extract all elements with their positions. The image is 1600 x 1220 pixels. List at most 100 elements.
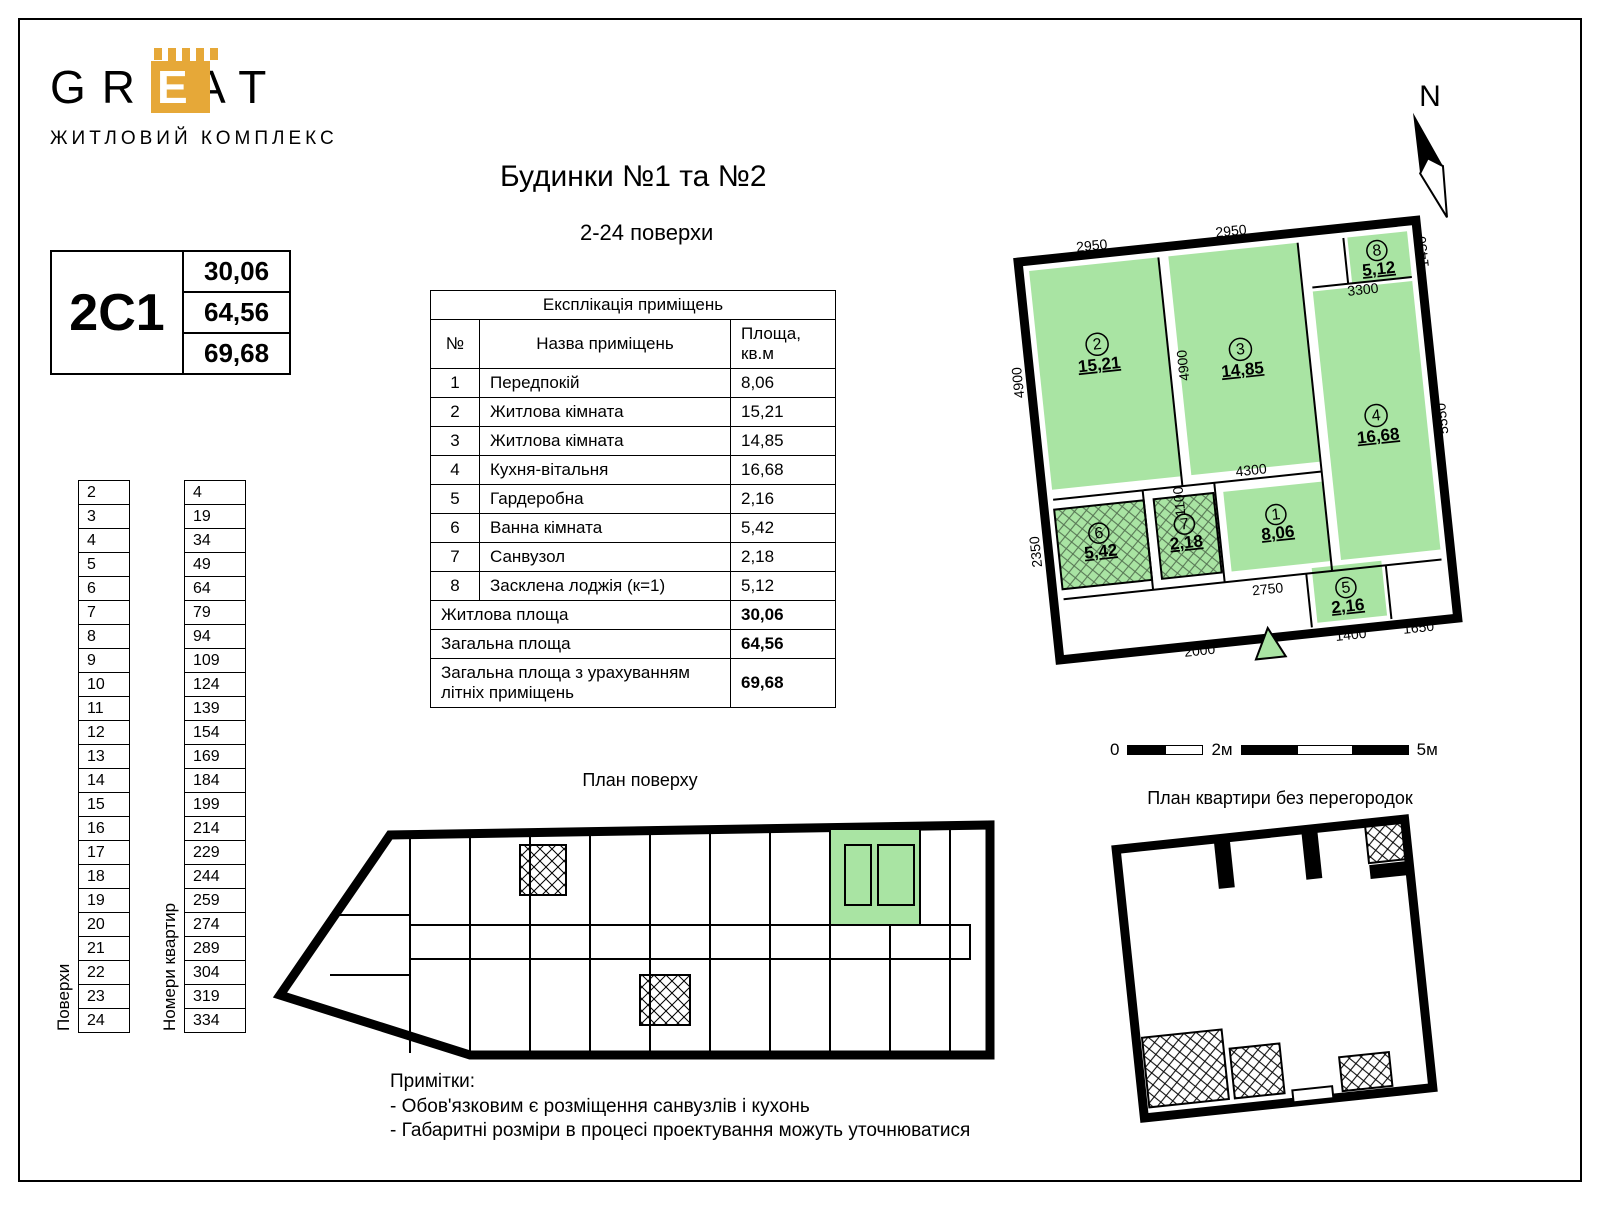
table-row: 274 [185, 913, 246, 937]
table-row: 49 [185, 553, 246, 577]
svg-text:2750: 2750 [1251, 579, 1284, 598]
logo-subtitle: ЖИТЛОВИЙ КОМПЛЕКС [50, 128, 338, 150]
table-row: 11 [79, 697, 130, 721]
table-row: 289 [185, 937, 246, 961]
floor-apartment-tables: Поверхи 23456789101112131415161718192021… [50, 480, 266, 1033]
logo-word: GREAT [50, 60, 338, 114]
svg-text:4: 4 [1371, 407, 1382, 425]
table-row: 18 [79, 865, 130, 889]
table-row: 184 [185, 769, 246, 793]
apartment-plan-colored: 2 15,21 3 14,85 4 16,68 8 5,12 [980, 200, 1500, 725]
area-total: 64,56 [184, 293, 289, 334]
svg-text:3: 3 [1235, 341, 1246, 359]
col-area: Площа, кв.м [731, 320, 836, 369]
table-row: 4 [185, 481, 246, 505]
svg-text:2: 2 [1092, 336, 1103, 354]
svg-text:2350: 2350 [1026, 535, 1045, 568]
table-row: 5Гардеробна2,16 [431, 485, 836, 514]
table-row: 319 [185, 985, 246, 1009]
table-row: 2 [79, 481, 130, 505]
table-row: 24 [79, 1009, 130, 1033]
svg-text:1450: 1450 [1413, 235, 1432, 268]
table-row: 23 [79, 985, 130, 1009]
svg-text:2,18: 2,18 [1169, 531, 1204, 553]
table-row: 139 [185, 697, 246, 721]
table-row: 8 [79, 625, 130, 649]
floors-label: Поверхи [50, 480, 78, 1033]
table-row: 22 [79, 961, 130, 985]
table-row: 10 [79, 673, 130, 697]
table-row: 19 [79, 889, 130, 913]
table-row: 244 [185, 865, 246, 889]
unit-areas: 30,06 64,56 69,68 [184, 252, 289, 373]
svg-text:5550: 5550 [1432, 402, 1451, 435]
svg-text:4900: 4900 [1173, 349, 1192, 382]
table-row: 199 [185, 793, 246, 817]
unit-code: 2С1 [52, 252, 184, 373]
table-row: 8Засклена лоджія (к=1)5,12 [431, 572, 836, 601]
svg-text:7: 7 [1179, 516, 1190, 534]
table-row: 64 [185, 577, 246, 601]
table-row: 4Кухня-вітальня16,68 [431, 456, 836, 485]
table-row: 6 [79, 577, 130, 601]
svg-text:1100: 1100 [1169, 486, 1188, 518]
svg-text:8,06: 8,06 [1260, 522, 1295, 544]
note-line-2: - Габаритні розміри в процесі проектуван… [390, 1119, 970, 1144]
table-row: Загальна площа з урахуванням літніх прим… [431, 659, 836, 708]
table-row: Загальна площа64,56 [431, 630, 836, 659]
table-row: 79 [185, 601, 246, 625]
apts-label: Номери квартир [156, 480, 184, 1033]
svg-text:5,42: 5,42 [1083, 540, 1118, 562]
expl-header: Експлікація приміщень [431, 291, 836, 320]
svg-text:2000: 2000 [1183, 641, 1216, 660]
table-row: 154 [185, 721, 246, 745]
table-row: 124 [185, 673, 246, 697]
apts-table: 4193449647994109124139154169184199214229… [184, 480, 246, 1033]
table-row: 7Санвузол2,18 [431, 543, 836, 572]
table-row: 7 [79, 601, 130, 625]
area-with-summer: 69,68 [184, 334, 289, 373]
table-row: 3Житлова кімната14,85 [431, 427, 836, 456]
col-num: № [431, 320, 480, 369]
svg-text:5,12: 5,12 [1361, 258, 1396, 280]
table-row: 229 [185, 841, 246, 865]
col-name: Назва приміщень [480, 320, 731, 369]
svg-text:8: 8 [1372, 242, 1383, 260]
table-row: 9 [79, 649, 130, 673]
table-row: 259 [185, 889, 246, 913]
logo: GREAT ЖИТЛОВИЙ КОМПЛЕКС [50, 60, 338, 150]
notes: Примітки: - Обов'язковим є розміщення са… [390, 1070, 970, 1144]
table-row: 109 [185, 649, 246, 673]
table-row: 2Житлова кімната15,21 [431, 398, 836, 427]
table-row: 16 [79, 817, 130, 841]
table-row: Житлова площа30,06 [431, 601, 836, 630]
svg-text:1650: 1650 [1402, 618, 1435, 637]
area-living: 30,06 [184, 252, 289, 293]
table-row: 214 [185, 817, 246, 841]
table-row: 15 [79, 793, 130, 817]
table-row: 6Ванна кімната5,42 [431, 514, 836, 543]
sub-title: 2-24 поверхи [580, 220, 713, 246]
table-row: 94 [185, 625, 246, 649]
svg-text:3300: 3300 [1346, 280, 1379, 299]
apartment-plan-empty: План квартири без перегородок [1100, 788, 1460, 1138]
svg-text:4900: 4900 [1008, 366, 1027, 399]
explication-table: Експлікація приміщень № Назва приміщень … [430, 290, 836, 708]
table-row: 304 [185, 961, 246, 985]
table-row: 17 [79, 841, 130, 865]
svg-text:5: 5 [1341, 579, 1352, 597]
svg-text:2,16: 2,16 [1330, 595, 1365, 617]
main-title: Будинки №1 та №2 [500, 160, 767, 194]
table-row: 3 [79, 505, 130, 529]
svg-text:2950: 2950 [1075, 236, 1108, 255]
table-row: 13 [79, 745, 130, 769]
table-row: 169 [185, 745, 246, 769]
svg-text:1400: 1400 [1335, 625, 1368, 644]
table-row: 34 [185, 529, 246, 553]
scale-bar: 0 2м 5м [1110, 740, 1438, 760]
table-row: 19 [185, 505, 246, 529]
svg-text:2950: 2950 [1215, 221, 1248, 240]
table-row: 5 [79, 553, 130, 577]
svg-text:4300: 4300 [1235, 460, 1268, 479]
table-row: 21 [79, 937, 130, 961]
